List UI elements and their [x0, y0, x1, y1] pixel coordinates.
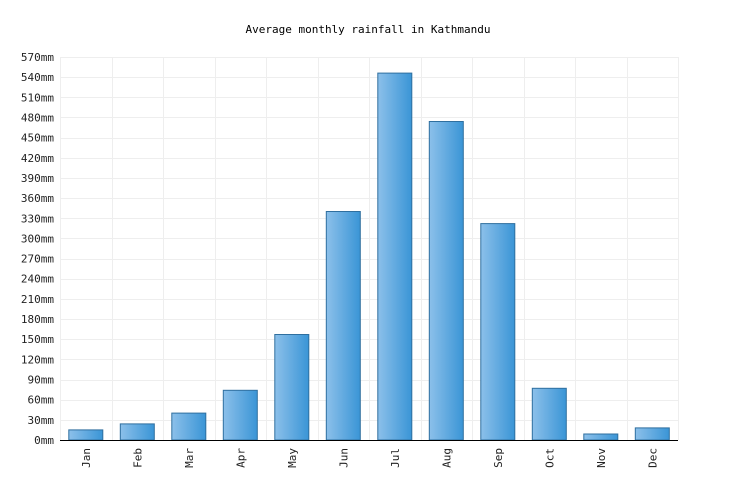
bar-jul: [377, 72, 413, 441]
x-tick-label: May: [286, 448, 299, 468]
x-tick-label: Feb: [131, 448, 144, 468]
y-tick-label: 0mm: [34, 434, 54, 447]
y-tick-label: 300mm: [21, 232, 54, 245]
y-tick-label: 90mm: [28, 374, 55, 387]
y-tick-label: 540mm: [21, 71, 54, 84]
x-tick-label: Jan: [80, 448, 93, 468]
bar-mar: [171, 412, 207, 441]
y-tick-label: 570mm: [21, 51, 54, 64]
y-tick-label: 360mm: [21, 192, 54, 205]
x-tick-label: Jun: [337, 448, 350, 468]
x-tick-label: Aug: [440, 448, 453, 468]
y-tick-label: 390mm: [21, 172, 54, 185]
x-tick-label: Nov: [595, 448, 608, 468]
bar-jan: [68, 429, 104, 441]
y-tick-label: 420mm: [21, 152, 54, 165]
y-tick-label: 480mm: [21, 111, 54, 124]
y-tick-label: 30mm: [28, 414, 55, 427]
bar-sep: [480, 223, 516, 441]
x-tick-label: Dec: [646, 448, 659, 468]
x-tick-label: Apr: [234, 448, 247, 468]
bar-oct: [531, 387, 567, 441]
bar-dec: [634, 427, 670, 441]
x-tick-label: Oct: [543, 448, 556, 468]
y-tick-label: 510mm: [21, 91, 54, 104]
x-axis-ticks: Jan Feb Mar Apr May Jun Jul Aug Sep Oct Nov Dec: [80, 448, 660, 468]
bar-aug: [428, 121, 464, 441]
y-tick-label: 120mm: [21, 353, 54, 366]
x-tick-label: Jul: [389, 448, 402, 468]
y-axis-ticks: 0mm 30mm 60mm 90mm 120mm 150mm 180mm 210mm 240mm…: [21, 51, 54, 447]
bar-feb: [119, 423, 155, 441]
bar-may: [274, 334, 310, 441]
x-tick-label: Mar: [183, 448, 196, 468]
y-tick-label: 330mm: [21, 212, 54, 225]
bar-jun: [325, 211, 361, 441]
chart-title: Average monthly rainfall in Kathmandu: [245, 23, 490, 36]
y-tick-label: 150mm: [21, 333, 54, 346]
y-tick-label: 450mm: [21, 132, 54, 145]
bars-layer: [68, 72, 670, 441]
x-tick-label: Sep: [492, 448, 505, 468]
bar-nov: [583, 433, 619, 441]
y-tick-label: 270mm: [21, 253, 54, 266]
y-tick-label: 210mm: [21, 293, 54, 306]
y-tick-label: 240mm: [21, 273, 54, 286]
bar-apr: [222, 389, 258, 441]
y-tick-label: 60mm: [28, 394, 55, 407]
y-tick-label: 180mm: [21, 313, 54, 326]
grid-layer: [60, 57, 679, 440]
